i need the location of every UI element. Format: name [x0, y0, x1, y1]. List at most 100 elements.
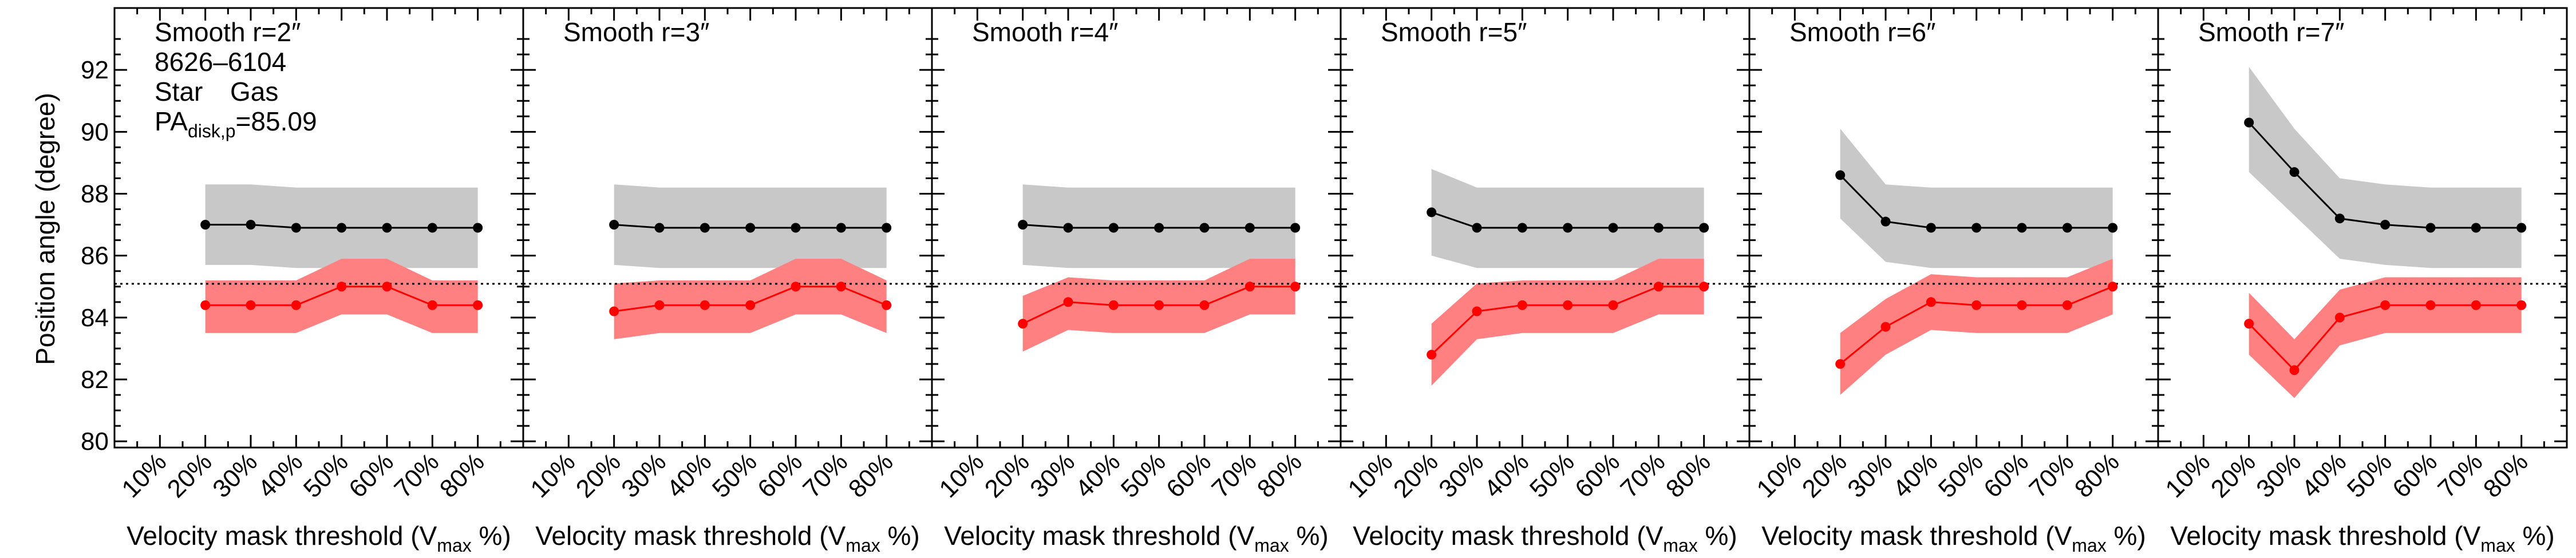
star-point [2334, 213, 2345, 224]
gas-point [1244, 282, 1255, 292]
star-point [427, 223, 437, 233]
pa-annotation-prefix: PA [155, 106, 188, 136]
panel-title: Smooth r=3″ [563, 17, 709, 47]
star-point [1472, 223, 1482, 233]
gas-point [2017, 300, 2027, 310]
x-tick-label: 60% [2387, 448, 2443, 503]
x-axis-title-main: Velocity mask threshold (V [944, 521, 1254, 551]
star-uncertainty-band [1840, 128, 2113, 268]
gas-point [1926, 297, 1936, 307]
star-point [1653, 223, 1664, 233]
gas-point [1835, 359, 1846, 369]
star-point [2062, 223, 2072, 233]
star-point [836, 223, 846, 233]
y-tick-label: 80 [81, 428, 109, 456]
gas-point [609, 306, 619, 316]
x-tick-label: 20% [1797, 448, 1852, 503]
gas-point [2244, 319, 2254, 329]
star-uncertainty-band [2249, 66, 2522, 268]
gas-point [836, 282, 846, 292]
star-point [654, 223, 665, 233]
x-tick-label: 60% [1570, 448, 1625, 503]
star-point [473, 223, 483, 233]
pa-annotation-subscript: disk,p [188, 121, 236, 141]
panel-1: 80 82 84 86 88 90 92 10%20%30%40%50%60%70%80% Ve… [81, 7, 524, 556]
star-point [882, 223, 892, 233]
gas-point [1472, 306, 1482, 316]
x-tick-label: 50% [1933, 448, 1989, 503]
gas-point [1108, 300, 1119, 310]
x-axis-title-subscript: max [2072, 535, 2106, 556]
x-axis-title: Velocity mask threshold (Vmax %) [127, 521, 511, 556]
gas-point [427, 300, 437, 310]
x-tick-label: 50% [298, 448, 354, 503]
gas-point [1018, 319, 1028, 329]
x-axis-title: Velocity mask threshold (Vmax %) [535, 521, 919, 556]
x-axis-title-end: %) [2515, 521, 2555, 551]
star-point [1427, 207, 1437, 217]
panel-title: Smooth r=7″ [2198, 17, 2344, 47]
x-tick-label: 80% [2069, 448, 2125, 503]
x-tick-label: 70% [1615, 448, 1670, 503]
gas-point [700, 300, 710, 310]
star-uncertainty-band [1431, 169, 1704, 268]
y-tick-label: 88 [81, 180, 109, 208]
gas-point [791, 282, 801, 292]
star-point [200, 220, 211, 230]
gas-point [882, 300, 892, 310]
x-axis-title-main: Velocity mask threshold (V [127, 521, 437, 551]
x-tick-label: 40% [252, 448, 308, 503]
x-tick-label: 80% [434, 448, 490, 503]
star-point [700, 223, 710, 233]
star-point [1699, 223, 1709, 233]
x-tick-label: 40% [2296, 448, 2352, 503]
star-point [1517, 223, 1527, 233]
star-point [2516, 223, 2527, 233]
legend-gas: Gas [230, 77, 278, 106]
star-point [337, 223, 347, 233]
y-tick-label: 90 [81, 118, 109, 146]
star-point [1108, 223, 1119, 233]
x-tick-label: 80% [2478, 448, 2534, 503]
x-tick-label: 10% [116, 448, 172, 503]
x-tick-label: 30% [2251, 448, 2306, 503]
gas-uncertainty-band [1431, 259, 1704, 386]
panel-title: Smooth r=6″ [1789, 17, 1935, 47]
star-point [2425, 223, 2436, 233]
star-point [246, 220, 256, 230]
panel-title: Smooth r=4″ [972, 17, 1118, 47]
star-point [609, 220, 619, 230]
gas-point [1154, 300, 1164, 310]
x-tick-label: 50% [2342, 448, 2397, 503]
x-tick-label: 20% [162, 448, 218, 503]
x-tick-label: 30% [1025, 448, 1080, 503]
star-point [1290, 223, 1301, 233]
star-point [2244, 117, 2254, 128]
star-point [2289, 167, 2300, 177]
x-axis-title-subscript: max [437, 535, 471, 556]
gas-uncertainty-band [205, 259, 478, 333]
x-tick-label: 70% [2024, 448, 2079, 503]
star-point [2380, 220, 2391, 230]
x-tick-label: 10% [1751, 448, 1807, 503]
x-axis-title-subscript: max [846, 535, 880, 556]
y-tick-label: 86 [81, 242, 109, 270]
x-axis-title-main: Velocity mask threshold (V [2170, 521, 2480, 551]
gas-point [337, 282, 347, 292]
gas-point [1199, 300, 1210, 310]
star-point [1063, 223, 1073, 233]
x-tick-label: 70% [389, 448, 444, 503]
star-point [2108, 223, 2118, 233]
x-axis-title-end: %) [472, 521, 511, 551]
x-tick-label: 10% [525, 448, 580, 503]
x-axis-title-main: Velocity mask threshold (V [1353, 521, 1663, 551]
gas-point [2471, 300, 2481, 310]
x-axis-title-end: %) [1698, 521, 1737, 551]
gas-point [2516, 300, 2527, 310]
x-tick-label: 40% [1887, 448, 1943, 503]
gas-point [2108, 282, 2118, 292]
star-point [2017, 223, 2027, 233]
panel-5: 10%20%30%40%50%60%70%80% Velocity mask th… [1748, 7, 2159, 556]
x-tick-label: 20% [571, 448, 626, 503]
